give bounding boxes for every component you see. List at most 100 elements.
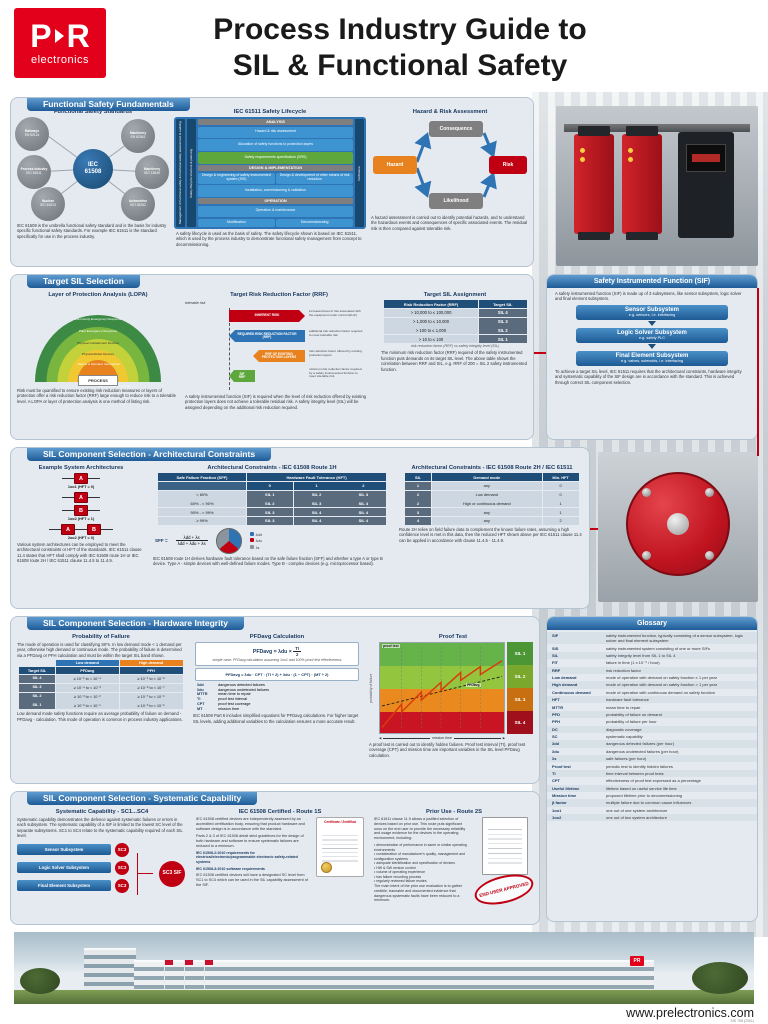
glossary-row: MTTR mean time to repair <box>547 703 757 710</box>
demand-mode-value: Low demand <box>431 490 542 499</box>
module-screen <box>686 144 726 172</box>
sil-cell-hft2: SIL 4 <box>340 516 387 525</box>
bubble-industry: Machinery <box>143 167 161 172</box>
glossary-term: High demand <box>552 682 578 688</box>
sif-subsystem-example: e.g. valves, solenoids, i.e. interfacing <box>620 359 684 364</box>
col-hft-2: 2 <box>340 481 387 490</box>
route1h-title: Architectural Constraints - IEC 61508 Ro… <box>207 465 337 471</box>
proof-test-title: Proof Test <box>438 634 468 640</box>
checklist-document <box>482 817 528 875</box>
hazard-caption: A hazard assessment is carried out to id… <box>371 215 528 231</box>
ldd-label: λdd <box>255 532 262 537</box>
pr-logo-mark: P R <box>30 20 89 52</box>
col-pfh: PFH <box>119 667 183 675</box>
lawn <box>14 990 754 1004</box>
product-photo-transmitter <box>598 452 758 602</box>
target-sil-value: SIL 2 <box>19 692 55 701</box>
lifecycle-flowchart: Management of functional safety & functi… <box>174 117 366 229</box>
low-demand-tag: Low demand <box>55 660 119 667</box>
pfd-formula2-box: PFDavg = λdu · CPT · (TI ÷ 2) + λdu · (1… <box>195 668 359 681</box>
wire <box>62 497 74 498</box>
formula-lhs: PFDavg = λdu × <box>252 648 292 655</box>
connector-line <box>534 352 546 354</box>
sff-numerator: λdd + λs <box>175 535 208 542</box>
glossary-definition: time interval between proof tests <box>606 770 664 776</box>
channel-b: B <box>87 524 101 535</box>
tree <box>20 968 60 994</box>
pr-logo: P R electronics <box>14 8 106 78</box>
proof-test-label: proof test <box>382 644 400 648</box>
inherent-risk-arrow: INHERENT RISK <box>229 310 305 322</box>
glossary-row: λdd dangerous detected failures (per hou… <box>547 740 757 748</box>
high-demand-tag: High demand <box>119 660 183 667</box>
temperature-transmitter <box>626 472 730 576</box>
certificate-seal-icon <box>321 862 332 873</box>
probability-rows: SIL 4 ≥ 10⁻⁵ to < 10⁻⁴ ≥ 10⁻⁹ to < 10⁻⁸ … <box>19 674 183 710</box>
route2s-content: IEC 61511 clause 11.9 allows a justified… <box>371 817 537 911</box>
process-box: PROCESS <box>78 375 118 386</box>
glossary-row: 1oo2 one out of two system architecture <box>547 814 757 822</box>
sif-subsystem-item: Sensor Subsystem e.g. sensors, i.e. inte… <box>547 304 757 327</box>
route1h-header-row1: Safe Failure Fraction (SFF) Hardware Fau… <box>158 473 387 481</box>
connector-line <box>757 288 759 456</box>
ls-label: λs <box>255 545 260 550</box>
hazard-arrows <box>414 132 497 198</box>
section-target-sil-header: Target SIL Selection <box>27 275 140 288</box>
sil-zone <box>380 689 504 712</box>
sif-subsystems: Sensor Subsystem e.g. sensors, i.e. inte… <box>547 304 757 367</box>
assignment-rrf-value: > 100 to ≤ 1,000 <box>384 326 478 335</box>
glossary-row: 1oo1 one out of one system architecture <box>547 807 757 814</box>
operation-row: Modification Decommissioning <box>198 218 353 227</box>
pfd-range: ≥ 10⁻⁴ to < 10⁻³ <box>55 683 119 692</box>
bubble-industry: Automotive <box>128 199 148 204</box>
glossary-row: Proof test periodic test to identify hid… <box>547 762 757 769</box>
center-line1: IEC <box>87 162 98 169</box>
route1s-panel: IEC 61508 Certified - Route 1S IEC 61508… <box>193 807 367 923</box>
center-line2: 61508 <box>84 169 102 175</box>
glossary-definition: dangerous undetected failures (per hour) <box>606 748 679 754</box>
glossary-definition: mode of operation with demand on safety … <box>606 675 717 681</box>
section-systematic-header: SIL Component Selection - Systematic Cap… <box>27 792 258 805</box>
terminal-screw <box>642 488 651 497</box>
demand-mode-value: any <box>431 508 542 517</box>
sil1-band: SIL 1 <box>507 642 533 665</box>
probability-title: Probability of Failure <box>72 634 130 640</box>
glossary-term: Low demand <box>552 675 577 681</box>
flag-pole <box>164 960 173 990</box>
ldu-label: λdu <box>255 539 262 544</box>
demand-mode-value: any <box>431 516 542 525</box>
target-sil-value: SIL 1 <box>19 701 55 710</box>
legend-definition: mean time to repair <box>218 692 251 697</box>
sif-caption: To achieve a target SIL level, IEC 61511… <box>555 368 742 385</box>
lifecycle-title: IEC 61511 Safety Lifecycle <box>233 109 307 115</box>
legend-definition: mission time <box>218 706 240 711</box>
glossary-definition: safety instrumented system consisting of… <box>606 645 711 651</box>
section-fundamentals-header: Functional Safety Fundamentals <box>27 98 190 111</box>
certificate-text-lines <box>322 832 358 864</box>
logo-letter-r: R <box>66 18 90 54</box>
section-target-sil: Target SIL Selection Layer of Protection… <box>10 274 534 440</box>
sif-subsystem-box: Final Element Subsystem e.g. valves, sol… <box>576 350 728 366</box>
route2h-caption: Route 2H relies on field failure data to… <box>399 526 582 543</box>
document-code: SIS 708 (2301) <box>730 1019 754 1023</box>
min-hft-value: 1 <box>542 499 579 508</box>
glossary-row: Mission time proposed lifetime prior to … <box>547 792 757 799</box>
assignment-col-rrf: Risk Reduction Factor (RRF) <box>384 300 478 308</box>
route1s-title: IEC 61508 Certified - Route 1S <box>238 809 322 815</box>
assignment-sil-value: SIL 4 <box>478 308 527 317</box>
sil4-band: SIL 4 <box>507 711 533 734</box>
route2s-bullet: volume of operating experience <box>374 870 470 875</box>
sif-subsystem-box: Logic Solver Subsystem e.g. safety PLC <box>576 327 728 343</box>
glossary-definition: systematic capability <box>606 734 643 740</box>
tolerable-risk-label: tolerable risk <box>185 301 206 305</box>
assignment-table-header: Risk Reduction Factor (RRF) Target SIL <box>384 300 527 308</box>
section-architectural-header: SIL Component Selection - Architectural … <box>27 448 272 461</box>
glossary-definition: hardware fault tolerance <box>606 697 649 703</box>
glossary-row: PFH probability of failure per hour <box>547 718 757 725</box>
legend-definition: dangerous detected failures <box>218 683 265 687</box>
glossary-definition: probability of failure on demand <box>606 711 662 717</box>
probability-table: Low demand High demand Target SIL PFDavg… <box>19 660 183 710</box>
standard-bubble: Railways EN 5012x <box>15 117 49 151</box>
architectures-title: Example System Architectures <box>38 465 124 471</box>
